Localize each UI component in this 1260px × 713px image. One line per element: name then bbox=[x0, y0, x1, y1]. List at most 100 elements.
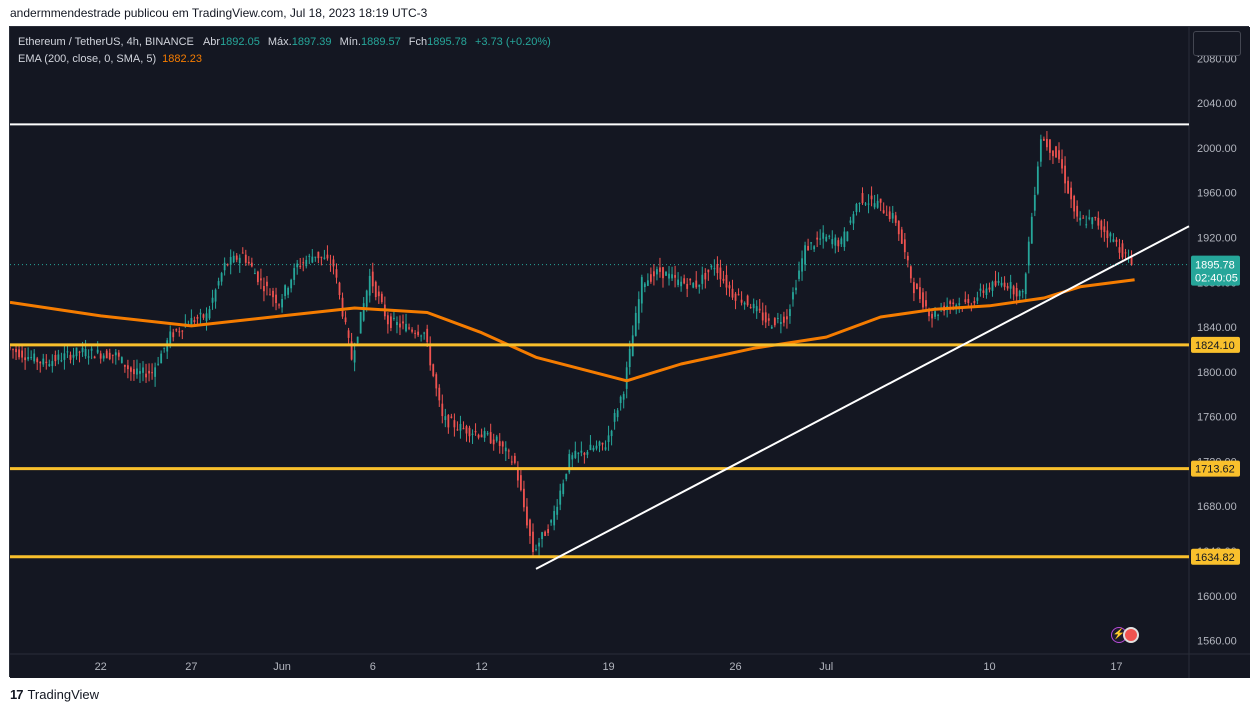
candle-body bbox=[752, 303, 755, 309]
candle-body bbox=[568, 454, 571, 473]
candle-body bbox=[698, 284, 701, 287]
candle-body bbox=[819, 238, 822, 240]
close-value: 1895.78 bbox=[427, 36, 467, 48]
change-value: +3.73 (+0.20%) bbox=[474, 36, 551, 48]
candle-body bbox=[604, 447, 607, 450]
candle-body bbox=[683, 278, 686, 284]
candle-body bbox=[637, 299, 640, 324]
candle-body bbox=[423, 332, 426, 334]
candle-body bbox=[492, 439, 495, 445]
candle-body bbox=[202, 314, 205, 318]
candle-body bbox=[916, 283, 918, 290]
candle-body bbox=[574, 450, 577, 458]
candle-body bbox=[450, 416, 453, 418]
candle-body bbox=[471, 433, 474, 435]
candle-body bbox=[501, 441, 504, 447]
candle-body bbox=[689, 278, 692, 281]
candle-body bbox=[1015, 288, 1018, 297]
candle-body bbox=[341, 297, 344, 317]
candle-body bbox=[18, 349, 20, 358]
candle-body bbox=[722, 278, 725, 281]
candle-body bbox=[625, 367, 628, 389]
candle-body bbox=[861, 193, 864, 204]
candle-body bbox=[447, 415, 450, 428]
candle-body bbox=[290, 279, 293, 289]
price-chart[interactable]: 1560.001600.001640.001680.001720.001760.… bbox=[10, 27, 1250, 678]
candle-body bbox=[885, 214, 888, 216]
candle-body bbox=[692, 283, 695, 288]
candle-body bbox=[302, 262, 305, 264]
candle-body bbox=[374, 281, 377, 298]
candle-body bbox=[1006, 286, 1009, 289]
candle-body bbox=[111, 354, 114, 356]
candle-body bbox=[1124, 252, 1127, 254]
candle-body bbox=[580, 450, 583, 453]
candle-body bbox=[849, 220, 852, 223]
x-tick-label: 12 bbox=[475, 661, 487, 673]
candle-body bbox=[583, 452, 586, 455]
y-tick-label: 2000.00 bbox=[1197, 143, 1237, 155]
candle-body bbox=[377, 291, 380, 297]
candle-body bbox=[426, 328, 429, 342]
candle-body bbox=[468, 427, 471, 437]
candle-body bbox=[656, 269, 658, 275]
candle-body bbox=[665, 271, 667, 276]
candle-body bbox=[840, 238, 843, 245]
candle-body bbox=[326, 254, 329, 259]
candle-body bbox=[151, 372, 153, 374]
candle-body bbox=[1109, 233, 1112, 237]
candle-body bbox=[607, 435, 610, 442]
x-tick-label: 27 bbox=[185, 661, 197, 673]
candle-body bbox=[57, 354, 60, 360]
high-label: Máx. bbox=[267, 36, 292, 48]
candle-body bbox=[390, 316, 392, 328]
candle-body bbox=[380, 293, 383, 303]
y-tick-label: 1680.00 bbox=[1197, 501, 1237, 513]
candle-body bbox=[556, 506, 559, 515]
indicator-badges[interactable]: ⚡ bbox=[1111, 627, 1139, 643]
candle-body bbox=[172, 332, 175, 338]
candle-body bbox=[408, 327, 410, 329]
candle-body bbox=[577, 452, 580, 454]
candle-body bbox=[997, 280, 1000, 283]
candle-body bbox=[767, 318, 770, 321]
flag-icon[interactable] bbox=[1123, 627, 1139, 643]
candle-body bbox=[480, 434, 483, 438]
candle-body bbox=[925, 300, 927, 307]
candle-body bbox=[284, 285, 287, 296]
x-tick-label: 17 bbox=[1110, 661, 1122, 673]
axis-settings-box[interactable] bbox=[1193, 31, 1241, 56]
candle-body bbox=[396, 321, 398, 326]
candle-body bbox=[628, 348, 631, 367]
chart-frame[interactable]: 1560.001600.001640.001680.001720.001760.… bbox=[9, 26, 1250, 678]
candle-body bbox=[462, 428, 465, 430]
candle-body bbox=[728, 285, 731, 289]
candle-body bbox=[332, 259, 335, 267]
candle-body bbox=[795, 287, 797, 291]
candle-body bbox=[72, 354, 75, 358]
candle-body bbox=[504, 447, 507, 452]
high-value: 1897.39 bbox=[291, 36, 332, 48]
ohlc-legend: Ethereum / TetherUS, 4h, BINANCE Abr1892… bbox=[18, 36, 556, 48]
candle-body bbox=[828, 235, 831, 237]
candle-body bbox=[420, 335, 423, 337]
candle-body bbox=[238, 257, 241, 264]
level-price-label: 1824.10 bbox=[1195, 340, 1235, 352]
candle-body bbox=[595, 445, 598, 449]
candle-body bbox=[1036, 166, 1039, 194]
candle-body bbox=[1076, 205, 1079, 217]
candle-body bbox=[205, 313, 208, 321]
candle-body bbox=[507, 450, 510, 452]
candle-body bbox=[241, 252, 244, 254]
candle-body bbox=[465, 426, 468, 434]
candle-body bbox=[855, 203, 858, 213]
candle-body bbox=[405, 323, 407, 332]
candle-body bbox=[731, 288, 734, 298]
candle-body bbox=[90, 348, 93, 351]
candle-body bbox=[1052, 150, 1054, 157]
candle-body bbox=[495, 436, 498, 441]
candle-body bbox=[368, 275, 371, 296]
candle-body bbox=[758, 308, 761, 311]
candle-body bbox=[102, 355, 105, 359]
candle-body bbox=[36, 358, 39, 363]
